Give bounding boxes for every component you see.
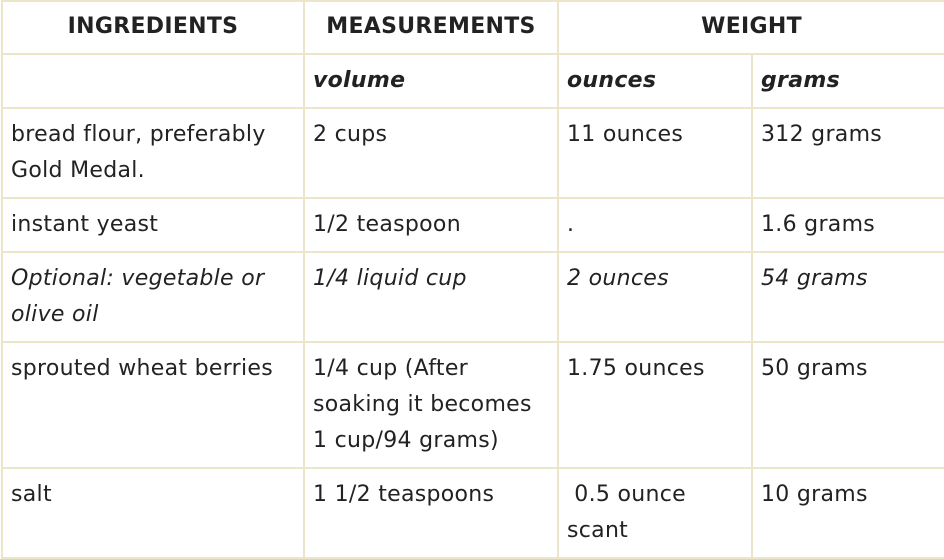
table-row: sprouted wheat berries 1/4 cup (After so… bbox=[1, 341, 944, 469]
cell-ingredient: bread flour, preferably Gold Medal. bbox=[1, 107, 305, 199]
subheader-ounces: ounces bbox=[557, 53, 753, 109]
cell-ingredient: Optional: vegetable or olive oil bbox=[1, 251, 305, 343]
cell-volume: 2 cups bbox=[303, 107, 559, 199]
cell-grams: 312 grams bbox=[750, 107, 944, 199]
subheader-volume: volume bbox=[303, 53, 559, 109]
cell-ounces: 1.75 ounces bbox=[557, 341, 753, 469]
cell-ingredient: salt bbox=[1, 467, 305, 559]
cell-volume: 1/4 cup (After soaking it becomes 1 cup/… bbox=[303, 341, 559, 469]
cell-volume: 1 1/2 teaspoons bbox=[303, 467, 559, 559]
header-weight: WEIGHT bbox=[556, 0, 944, 55]
table-row: salt 1 1/2 teaspoons 0.5 ounce scant 10 … bbox=[1, 467, 944, 559]
cell-ounces: 2 ounces bbox=[557, 251, 753, 343]
cell-grams: 54 grams bbox=[750, 251, 944, 343]
cell-volume: 1/4 liquid cup bbox=[303, 251, 559, 343]
cell-grams: 1.6 grams bbox=[750, 197, 944, 253]
cell-grams: 10 grams bbox=[750, 467, 944, 559]
cell-ingredient: sprouted wheat berries bbox=[1, 341, 305, 469]
cell-grams: 50 grams bbox=[750, 341, 944, 469]
cell-ounces: 0.5 ounce scant bbox=[557, 467, 753, 559]
cell-ingredient: instant yeast bbox=[1, 197, 305, 253]
header-ingredients: INGREDIENTS bbox=[1, 0, 305, 55]
cell-volume: 1/2 teaspoon bbox=[303, 197, 559, 253]
subheader-grams: grams bbox=[750, 53, 944, 109]
table-row: instant yeast 1/2 teaspoon . 1.6 grams bbox=[1, 197, 944, 253]
table-row: bread flour, preferably Gold Medal. 2 cu… bbox=[1, 107, 944, 199]
table-row: Optional: vegetable or olive oil 1/4 liq… bbox=[1, 251, 944, 343]
cell-ounces: 11 ounces bbox=[557, 107, 753, 199]
header-measurements: MEASUREMENTS bbox=[303, 0, 559, 55]
cell-ounces: . bbox=[557, 197, 753, 253]
header-row: INGREDIENTS MEASUREMENTS WEIGHT bbox=[1, 0, 944, 55]
subheader-row: volume ounces grams bbox=[1, 53, 944, 109]
subheader-ingredients bbox=[1, 53, 305, 109]
